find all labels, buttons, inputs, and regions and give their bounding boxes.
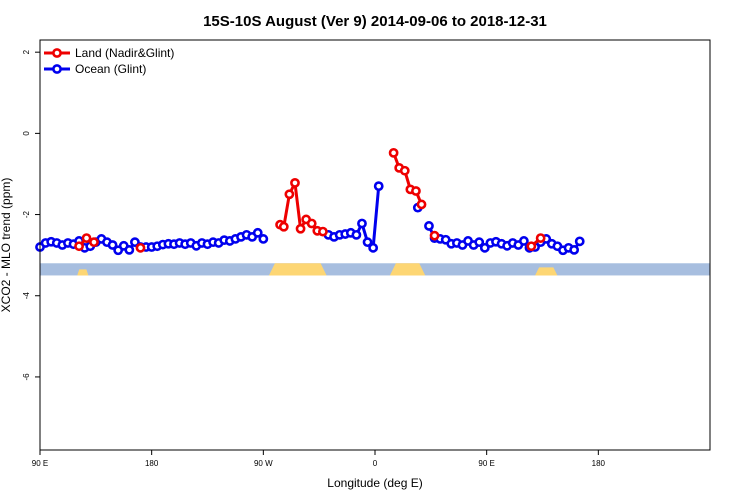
ocean-point-0-39 [252,227,263,238]
land-point-1-0 [135,242,146,253]
x-tick-label-5: 180 [592,459,606,468]
x-axis: 90 E 180 90 W 0 90 E 180 [32,450,606,468]
land-series-line-3 [392,152,423,205]
land-point-0-2 [89,237,99,248]
legend-ocean-label: Ocean (Glint) [75,62,146,76]
x-tick-label-0: 90 E [32,459,48,468]
x-tick-label-4: 90 E [478,459,494,468]
land-point-2-1 [278,221,289,232]
land-point-2-2 [284,189,295,200]
land-point-2-4 [295,223,306,234]
y-tick-label-4: -6 [22,373,31,381]
ocean-point-3-9 [474,237,485,248]
land-point-5-0 [526,241,537,252]
y-tick-label-0: 2 [22,49,31,54]
land-point-3-5 [416,199,427,210]
ocean-point-1-9 [373,181,384,192]
x-axis-label: Longitude (deg E) [327,476,422,490]
ocean-point-0-16 [124,244,135,255]
chart-title: 15S-10S August (Ver 9) 2014-09-06 to 201… [203,13,547,30]
legend: Land (Nadir&Glint) Ocean (Glint) [44,46,174,76]
series-layer [35,147,585,256]
land-point-5-1 [535,233,546,243]
ocean-point-1-8 [368,242,379,253]
y-tick-label-1: 0 [22,131,31,136]
legend-land-label: Land (Nadir&Glint) [75,46,174,60]
land-band-segment-2 [389,263,426,276]
x-tick-label-3: 0 [373,459,378,468]
y-axis: 2 0 -2 -4 -6 [22,49,40,380]
x-tick-label-1: 180 [145,459,159,468]
y-tick-label-3: -4 [22,292,31,300]
ocean-point-3-26 [569,244,580,255]
land-point-3-0 [388,147,399,158]
ocean-band [40,263,710,276]
surface-band [40,263,710,276]
ocean-point-3-27 [574,236,585,247]
land-point-2-6 [306,218,317,229]
y-tick-label-2: -2 [22,210,31,218]
legend-ocean-marker [52,64,62,74]
ocean-point-1-7 [362,237,373,248]
x-tick-label-2: 90 W [254,459,273,468]
land-point-3-4 [411,186,421,196]
land-point-0-1 [81,233,92,243]
ocean-point-3-0 [424,221,434,231]
land-band-segment-1 [268,263,327,276]
ocean-point-0-13 [107,240,118,250]
land-point-3-2 [399,165,410,176]
land-point-2-3 [290,177,300,188]
land-point-2-8 [317,226,328,237]
ocean-point-0-40 [258,234,269,244]
land-band-segment-3 [535,267,558,276]
ocean-point-1-6 [357,218,367,229]
land-band-segment-0 [77,269,89,276]
land-point-0-0 [74,241,84,252]
legend-land-marker [52,48,62,58]
ocean-point-3-17 [518,236,529,246]
ocean-point-1-5 [351,229,362,240]
y-axis-label: XCO2 - MLO trend (ppm) [0,178,13,313]
land-point-4-0 [429,230,440,241]
